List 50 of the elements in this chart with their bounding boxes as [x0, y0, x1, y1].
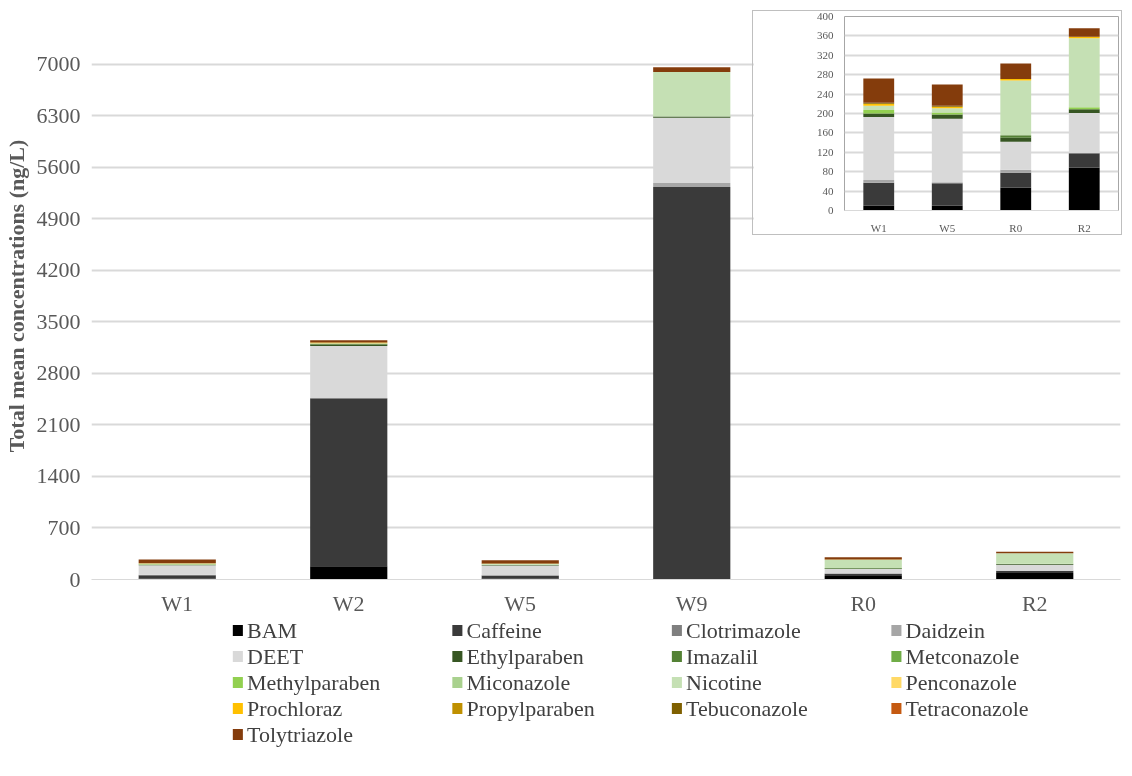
legend-label: DEET [246, 644, 304, 669]
y-tick-label: 80 [822, 165, 834, 178]
y-tick-label: 3500 [36, 308, 81, 334]
x-tick-label: R2 [1021, 590, 1048, 616]
y-tick-label: 200 [817, 107, 834, 119]
x-tick-label: R0 [850, 590, 877, 616]
y-tick-label: 700 [47, 514, 81, 540]
y-tick-label: 1400 [36, 463, 81, 489]
y-tick-label: 360 [817, 29, 834, 42]
y-tick-label: 240 [817, 87, 834, 100]
y-tick-label: 2100 [36, 411, 81, 437]
legend-label: Clotrimazole [686, 618, 801, 643]
legend-label: BAM [246, 618, 298, 643]
legend-label: Tetraconazole [905, 696, 1029, 721]
legend-label: Tolytriazole [246, 722, 353, 747]
legend-label: Tebuconazole [686, 696, 808, 721]
y-tick-label: 4200 [36, 257, 81, 283]
legend-label: Ethylparaben [466, 644, 584, 669]
x-tick-label: W1 [161, 590, 194, 616]
y-tick-label: 40 [822, 184, 834, 197]
y-tick-label: 280 [817, 68, 834, 81]
legend-label: Nicotine [686, 670, 762, 695]
legend-label: Imazalil [686, 644, 759, 669]
x-tick-label: W5 [939, 221, 956, 234]
x-tick-label: R2 [1077, 221, 1091, 234]
x-tick-label: R0 [1009, 221, 1023, 234]
y-tick-label: 7000 [36, 51, 81, 77]
legend-label: Miconazole [466, 670, 571, 695]
y-tick-label: 120 [817, 145, 834, 158]
legend-label: Propylparaben [466, 696, 595, 721]
y-axis-title: Total mean concentrations (ng/L) [3, 139, 29, 453]
y-tick-label: 0 [69, 566, 81, 592]
x-tick-label: W2 [332, 590, 365, 616]
y-tick-label: 0 [828, 204, 834, 216]
legend-label: Daidzein [905, 618, 985, 643]
y-tick-label: 160 [817, 126, 834, 139]
y-tick-label: 2800 [36, 360, 81, 386]
y-tick-label: 6300 [36, 102, 81, 128]
y-tick-label: 4900 [36, 205, 81, 231]
y-tick-label: 320 [817, 48, 834, 61]
x-tick-label: W9 [675, 590, 708, 616]
legend-label: Prochloraz [246, 696, 343, 721]
y-tick-label: 5600 [36, 154, 81, 180]
x-tick-label: W1 [870, 221, 887, 234]
y-tick-label: 400 [817, 10, 834, 22]
legend-label: Caffeine [466, 618, 542, 643]
legend-label: Penconazole [905, 670, 1017, 695]
legend-label: Metconazole [905, 644, 1020, 669]
x-tick-label: W5 [504, 590, 537, 616]
legend-label: Methylparaben [246, 670, 381, 695]
